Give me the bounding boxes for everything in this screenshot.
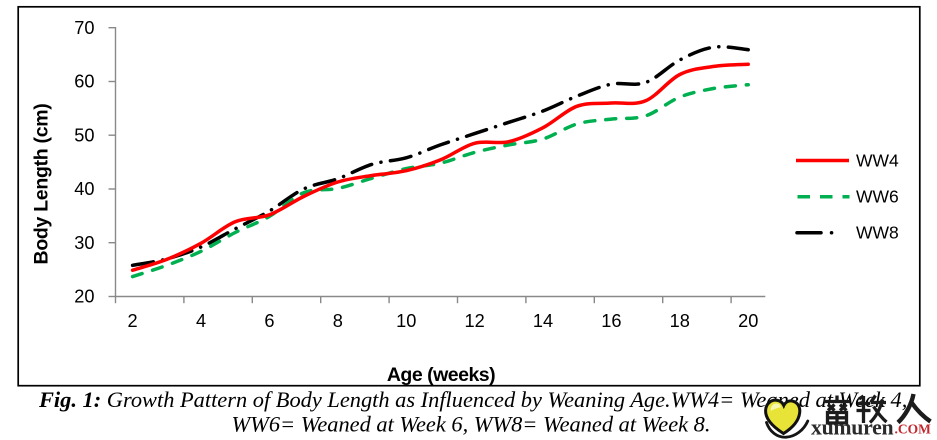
svg-text:40: 40 <box>74 179 94 199</box>
svg-text:6: 6 <box>264 311 274 331</box>
svg-text:Fig. 1: Growth Pattern of Body: Fig. 1: Growth Pattern of Body Length as… <box>38 387 907 412</box>
svg-text:.COM: .COM <box>895 422 932 437</box>
svg-text:xumuren: xumuren <box>811 416 893 440</box>
svg-text:4: 4 <box>196 311 206 331</box>
svg-text:50: 50 <box>74 125 94 145</box>
svg-text:WW8: WW8 <box>856 223 899 243</box>
svg-text:30: 30 <box>74 233 94 253</box>
svg-text:WW6= Weaned at Week 6, WW8= We: WW6= Weaned at Week 6, WW8= Weaned at We… <box>232 412 711 437</box>
svg-text:16: 16 <box>601 311 621 331</box>
svg-text:10: 10 <box>396 311 416 331</box>
svg-text:20: 20 <box>74 287 94 307</box>
svg-text:20: 20 <box>738 311 758 331</box>
svg-text:WW6: WW6 <box>856 187 899 207</box>
svg-text:2: 2 <box>128 311 138 331</box>
svg-text:70: 70 <box>74 18 94 38</box>
svg-text:WW4: WW4 <box>856 151 899 171</box>
svg-text:Age (weeks): Age (weeks) <box>387 364 495 386</box>
svg-text:8: 8 <box>333 311 343 331</box>
svg-text:12: 12 <box>464 311 484 331</box>
svg-text:14: 14 <box>533 311 553 331</box>
svg-text:60: 60 <box>74 72 94 92</box>
svg-text:Body Length (cm): Body Length (cm) <box>31 104 53 265</box>
svg-text:18: 18 <box>670 311 690 331</box>
